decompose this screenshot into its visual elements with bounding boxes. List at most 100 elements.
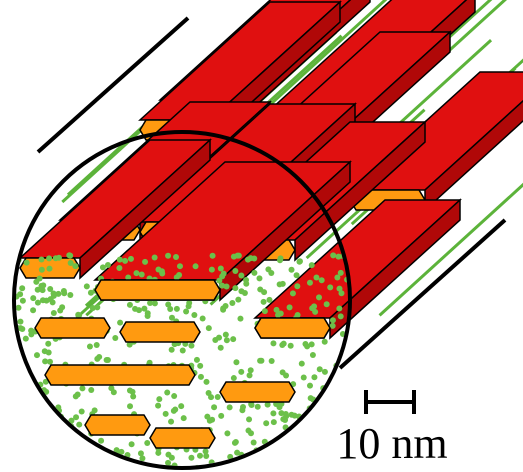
dot [21,453,27,459]
dot [105,262,111,268]
dot [206,325,212,331]
dot [206,390,212,396]
dot [39,267,45,273]
dot [42,412,48,418]
dot [139,271,145,277]
dot [294,466,300,472]
dot [84,283,90,289]
dot [102,459,108,465]
dot [145,310,151,316]
dot [111,456,117,462]
dot [90,447,96,453]
dot [138,450,144,456]
dot [282,417,288,423]
dot [38,257,44,263]
dot [20,298,26,304]
dot [42,358,48,364]
dot [92,407,98,413]
dot [246,416,252,422]
dot [338,371,344,377]
dot [234,253,240,259]
dot [218,345,224,351]
bar-section [120,322,200,342]
dot [290,290,296,296]
dot [98,438,104,444]
dot [269,358,275,364]
dot [276,449,282,455]
dot [17,421,23,427]
dot [169,347,175,353]
dot [67,292,73,298]
dot [231,375,237,381]
dot [169,315,175,321]
dot [278,255,284,261]
dot [51,310,57,316]
bar-section [85,415,150,435]
dot [316,414,322,420]
dot [94,356,100,362]
dot [223,303,229,309]
dot [76,422,82,428]
dot [211,404,217,410]
dot [338,313,344,319]
dot [53,255,59,261]
dot [127,403,133,409]
dot [322,369,328,375]
dot [316,424,322,430]
dot [255,404,261,410]
dot [294,272,300,278]
dot [197,453,203,459]
dot [30,307,36,313]
dot [42,348,48,354]
dot [31,411,37,417]
dot [72,263,78,269]
dot [45,450,51,456]
dot [256,275,262,281]
dot [21,381,27,387]
dot [278,311,284,317]
dot [128,256,134,262]
dot [68,430,74,436]
dot [203,379,209,385]
dot [224,337,230,343]
dot [104,357,110,363]
dot [181,415,187,421]
dot [35,287,41,293]
dot [51,434,57,440]
dot [334,275,340,281]
dot [287,304,293,310]
dot [296,259,302,265]
dot [342,392,348,398]
dot [173,254,179,260]
dot [67,253,73,259]
dot [229,300,235,306]
dot [177,263,183,269]
dot [129,441,135,447]
bar-section [35,318,110,338]
dot [47,286,53,292]
dot [325,416,331,422]
dot [317,366,323,372]
dot [261,299,267,305]
dot [310,352,316,358]
dot [56,428,62,434]
dot [11,357,17,363]
dot [307,383,313,389]
dot [330,252,336,258]
dot [155,403,161,409]
dot [45,440,51,446]
dot [186,300,192,306]
dot [103,465,109,471]
dot [34,352,40,358]
dot [280,369,286,375]
dot [174,306,180,312]
dot [216,335,222,341]
dot [272,450,278,456]
dot [74,459,80,465]
dot [13,376,19,382]
dot [165,253,171,259]
dot [224,430,230,436]
dot [209,267,215,273]
dot [136,307,142,313]
dot [23,389,29,395]
